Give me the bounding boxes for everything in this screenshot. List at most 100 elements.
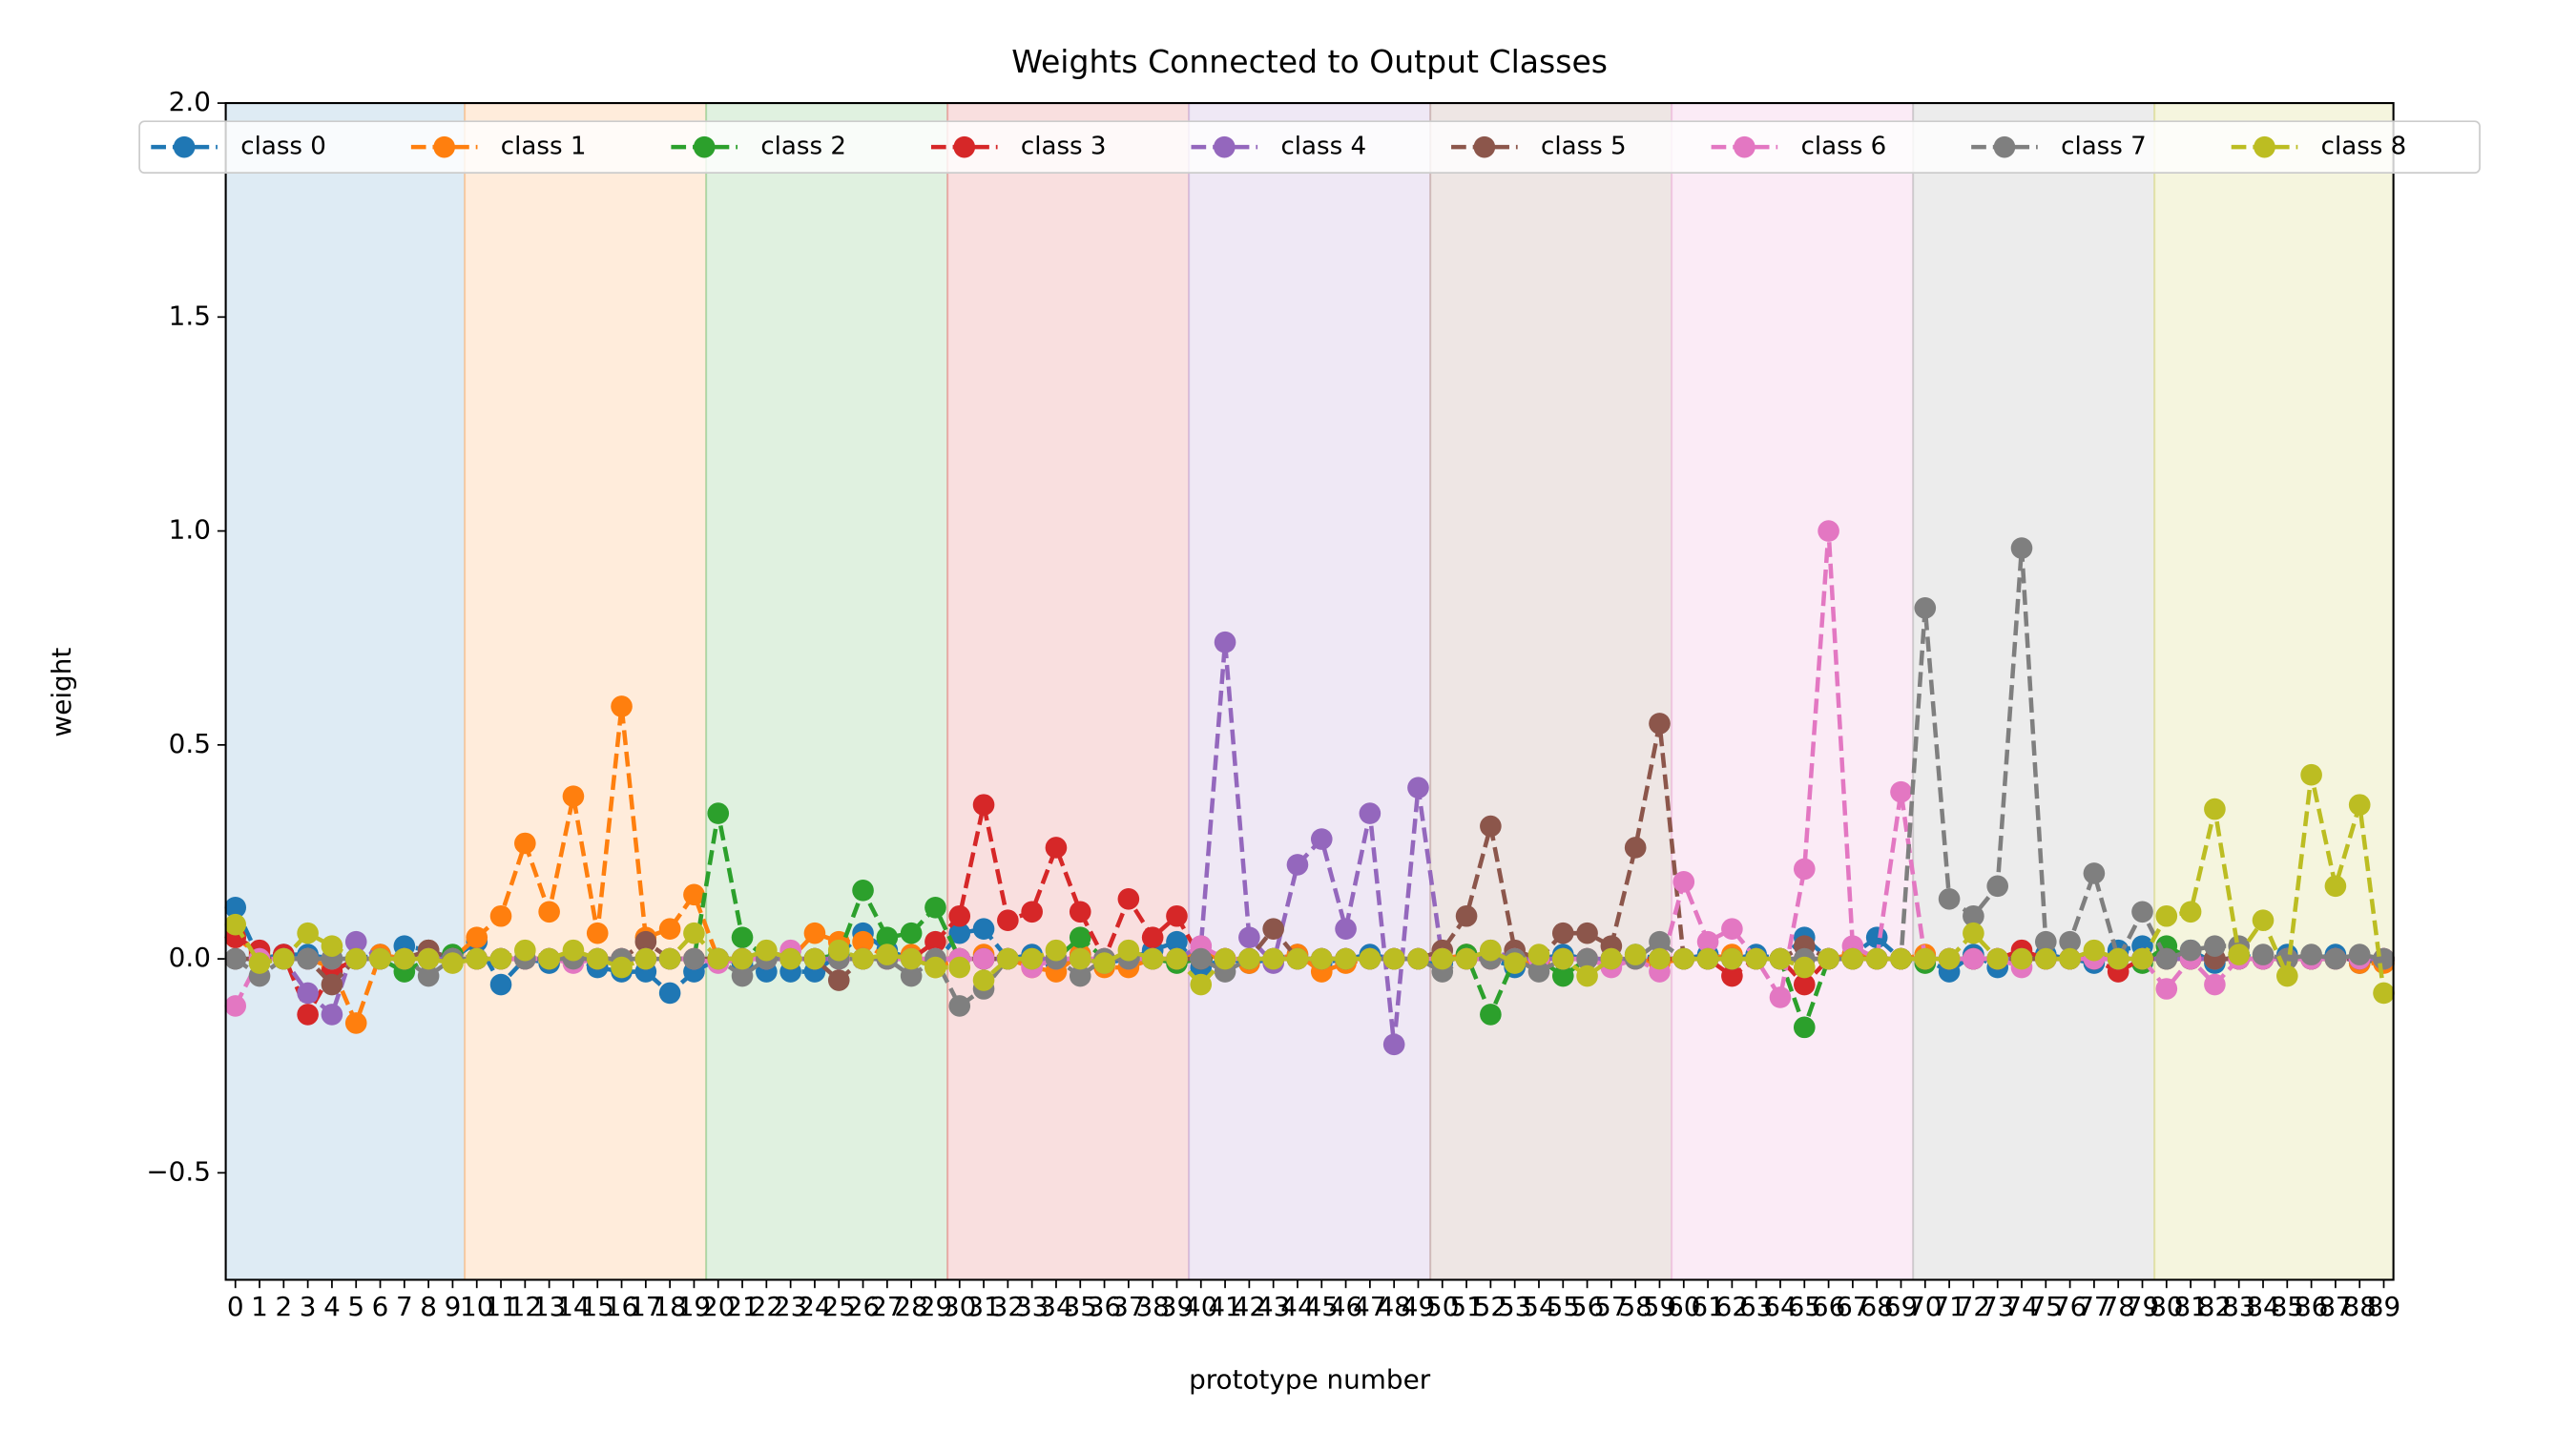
x-tick-label: 19 — [677, 1291, 711, 1322]
data-point — [1818, 947, 1839, 970]
data-point — [852, 947, 874, 970]
x-tick-label: 30 — [943, 1291, 976, 1322]
x-tick-label: 44 — [1280, 1291, 1314, 1322]
data-point — [1021, 901, 1043, 923]
data-point — [1986, 947, 2009, 970]
data-point — [2059, 947, 2081, 970]
data-point — [297, 947, 319, 970]
data-point — [731, 926, 754, 948]
data-point — [321, 973, 343, 996]
legend-marker — [433, 135, 455, 158]
data-point — [1262, 918, 1284, 941]
data-point — [1551, 947, 1574, 970]
data-point — [224, 995, 247, 1017]
data-point — [1769, 947, 1792, 970]
data-point — [658, 918, 681, 941]
class-region — [1672, 103, 1914, 1280]
data-point — [562, 939, 585, 962]
data-point — [586, 947, 609, 970]
data-point — [876, 926, 899, 948]
x-tick-label: 8 — [420, 1291, 437, 1322]
data-point — [1914, 597, 1937, 619]
data-point — [2059, 930, 2081, 953]
x-tick-label: 3 — [300, 1291, 317, 1322]
data-point — [1359, 947, 1381, 970]
data-point — [972, 969, 995, 991]
legend-marker — [1473, 135, 1496, 158]
data-point — [948, 956, 971, 979]
data-point — [900, 922, 923, 944]
data-point — [2252, 944, 2275, 965]
data-point — [2300, 763, 2322, 786]
x-tick-label: 16 — [605, 1291, 638, 1322]
data-point — [731, 947, 754, 970]
class-region — [465, 103, 707, 1280]
x-tick-label: 37 — [1111, 1291, 1145, 1322]
data-point — [489, 973, 512, 996]
data-point — [1986, 875, 2009, 898]
data-point — [1527, 944, 1550, 965]
data-point — [1793, 956, 1816, 979]
x-tick-label: 13 — [532, 1291, 566, 1322]
x-tick-label: 76 — [2053, 1291, 2087, 1322]
x-tick-label: 32 — [991, 1291, 1025, 1322]
data-point — [1335, 947, 1357, 970]
data-point — [1793, 973, 1816, 996]
x-tick-label: 40 — [1184, 1291, 1217, 1322]
x-tick-label: 11 — [484, 1291, 517, 1322]
data-point — [803, 947, 826, 970]
x-tick-label: 86 — [2295, 1291, 2328, 1322]
x-tick-label: 69 — [1884, 1291, 1918, 1322]
data-point — [1069, 926, 1091, 948]
data-point — [1576, 922, 1598, 944]
data-point — [1286, 854, 1309, 876]
data-point — [1504, 952, 1526, 974]
data-point — [1382, 947, 1405, 970]
data-point — [224, 913, 247, 936]
x-tick-label: 21 — [725, 1291, 758, 1322]
x-tick-label: 51 — [1449, 1291, 1483, 1322]
x-tick-label: 75 — [2029, 1291, 2063, 1322]
data-point — [900, 947, 923, 970]
x-tick-label: 50 — [1425, 1291, 1459, 1322]
data-point — [1818, 520, 1839, 542]
y-tick-label: −0.5 — [146, 1155, 211, 1187]
data-point — [634, 947, 657, 970]
x-tick-label: 20 — [701, 1291, 735, 1322]
data-point — [369, 947, 391, 970]
legend-label: class 5 — [1541, 133, 1627, 161]
x-tick-label: 17 — [629, 1291, 662, 1322]
data-point — [1649, 930, 1671, 953]
data-point — [2107, 947, 2129, 970]
data-point — [997, 947, 1019, 970]
data-point — [514, 832, 536, 855]
data-point — [1841, 947, 1864, 970]
data-point — [2252, 909, 2275, 932]
data-point — [1045, 939, 1068, 962]
class-region — [225, 103, 466, 1280]
x-tick-label: 41 — [1208, 1291, 1241, 1322]
x-tick-label: 4 — [323, 1291, 341, 1322]
data-point — [658, 982, 681, 1005]
x-tick-label: 0 — [227, 1291, 244, 1322]
x-tick-label: 78 — [2101, 1291, 2134, 1322]
data-point — [1069, 964, 1091, 987]
legend-marker — [2254, 135, 2275, 158]
y-tick-label: 1.0 — [169, 514, 211, 546]
data-point — [393, 947, 416, 970]
data-point — [1721, 947, 1743, 970]
data-point — [948, 922, 971, 944]
x-tick-label: 10 — [460, 1291, 493, 1322]
data-point — [948, 995, 971, 1017]
x-tick-label: 61 — [1691, 1291, 1724, 1322]
data-point — [2083, 862, 2106, 884]
legend-frame — [138, 120, 2481, 174]
legend-label: class 7 — [2061, 133, 2147, 161]
data-point — [683, 922, 705, 944]
data-point — [224, 947, 247, 970]
x-tick-label: 5 — [347, 1291, 364, 1322]
x-tick-label: 72 — [1957, 1291, 1990, 1322]
data-point — [1166, 930, 1188, 953]
data-point — [2204, 935, 2226, 957]
